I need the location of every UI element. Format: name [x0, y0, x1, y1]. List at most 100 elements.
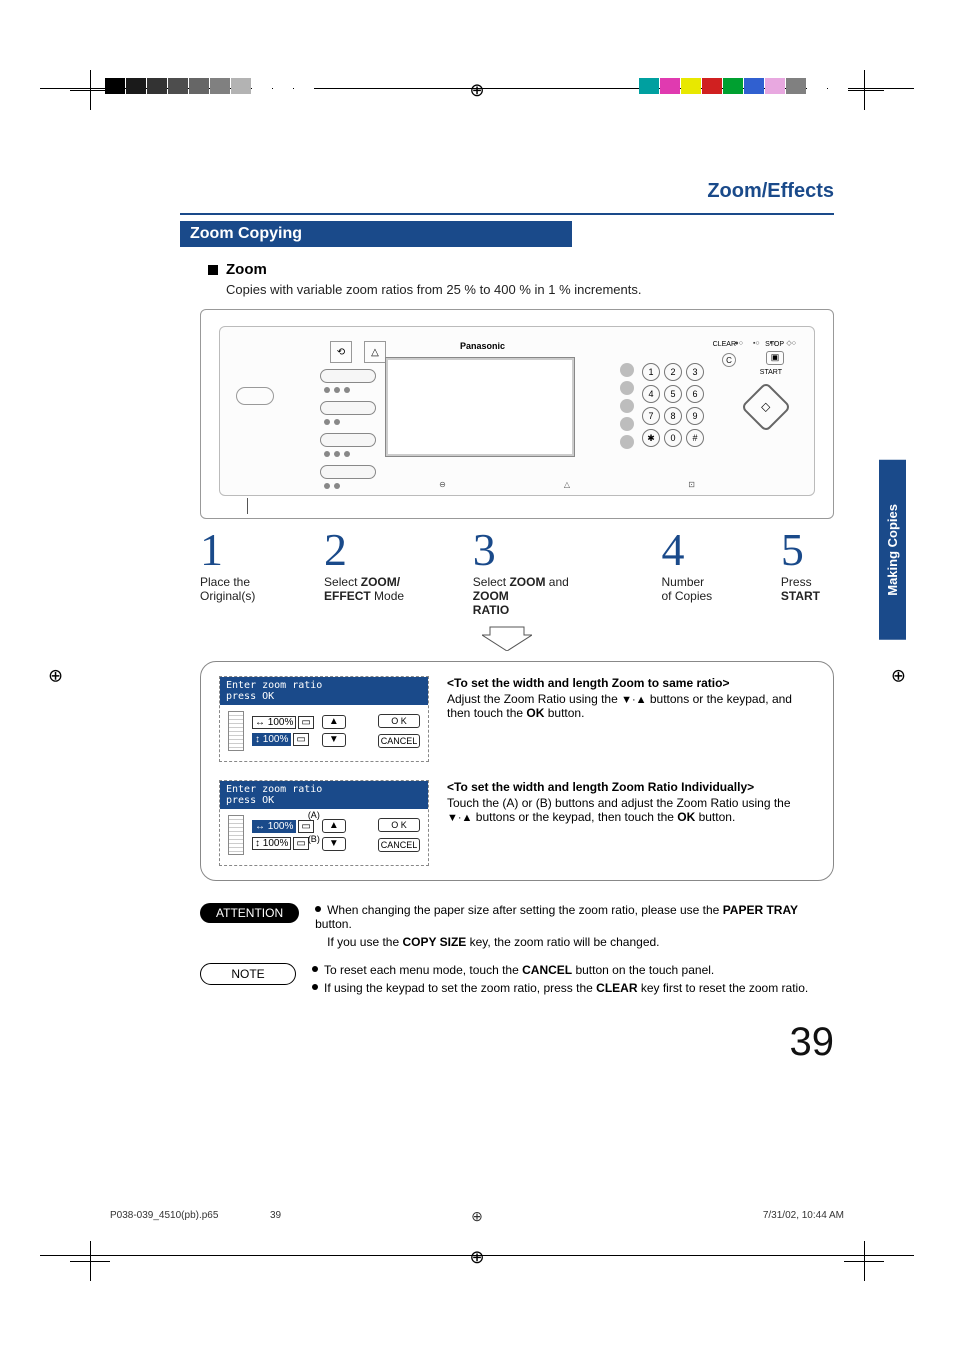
- spin-up: ▲: [322, 819, 346, 833]
- clear-label: CLEAR: [713, 341, 736, 348]
- bullet-icon: [315, 906, 321, 912]
- footer-time: 7/31/02, 10:44 AM: [763, 1210, 844, 1221]
- color-swatch: [786, 78, 806, 94]
- gray-swatch: [210, 78, 230, 94]
- registration-top: ⊕: [0, 78, 954, 106]
- attention-row: ATTENTION When changing the paper size a…: [200, 903, 834, 953]
- lcd-mock-individual: Enter zoom ratiopress OK (A) ↔ 100%▭ (B)…: [219, 780, 429, 866]
- subsection-title: Zoom: [226, 261, 267, 278]
- subsection-desc: Copies with variable zoom ratios from 25…: [226, 282, 834, 297]
- gray-swatch: [168, 78, 188, 94]
- print-footer: P038-039_4510(pb).p65 39 ⊕ 7/31/02, 10:4…: [110, 1210, 844, 1221]
- stop-button-icon: ▣: [766, 351, 784, 365]
- section-band: Zoom Copying: [180, 221, 572, 247]
- step-3: 3 Select ZOOM and ZOOMRATIO: [473, 527, 593, 617]
- keypad-key: #: [686, 429, 704, 447]
- keypad-key: 2: [664, 363, 682, 381]
- gray-swatch: [231, 78, 251, 94]
- color-swatch: [828, 78, 848, 94]
- color-swatch: [702, 78, 722, 94]
- start-label: START: [760, 369, 782, 376]
- device-keypad: 123 456 789 ✱0#: [642, 363, 704, 447]
- gray-swatch: [126, 78, 146, 94]
- keypad-key: 8: [664, 407, 682, 425]
- step-number: 5: [781, 527, 820, 573]
- page-title: Zoom/Effects: [180, 180, 834, 203]
- gray-swatch: [294, 78, 314, 94]
- label-b: (B): [308, 834, 320, 844]
- keypad-key: 3: [686, 363, 704, 381]
- step-number: 1: [200, 527, 255, 573]
- note-row: NOTE To reset each menu mode, touch the …: [200, 963, 834, 999]
- step-1: 1 Place theOriginal(s): [200, 527, 255, 617]
- attention-badge: ATTENTION: [200, 903, 299, 923]
- device-brand: Panasonic: [460, 341, 505, 351]
- leader-line: [247, 498, 248, 514]
- gray-swatch: [105, 78, 125, 94]
- detail-row-individual: Enter zoom ratiopress OK (A) ↔ 100%▭ (B)…: [219, 780, 815, 866]
- color-swatch: [765, 78, 785, 94]
- keypad-key: 0: [664, 429, 682, 447]
- keypad-key: 7: [642, 407, 660, 425]
- arrow-down-icon: [482, 625, 532, 651]
- label-a: (A): [308, 810, 320, 820]
- note-badge: NOTE: [200, 963, 296, 985]
- bullet-icon: [312, 984, 318, 990]
- ratio-h: ↔ 100%: [252, 716, 296, 729]
- step-4: 4 Numberof Copies: [661, 527, 712, 617]
- ok-button: O K: [378, 818, 420, 832]
- device-bottom-labels: ⊖△⊡: [380, 480, 754, 489]
- doc-icon: [228, 815, 244, 855]
- device-screen: [385, 357, 575, 457]
- registration-bottom: ⊕: [0, 1245, 954, 1273]
- keypad-key: 1: [642, 363, 660, 381]
- ratio-h: ↔ 100%: [252, 820, 296, 833]
- detail-text-individual: <To set the width and length Zoom Ratio …: [447, 780, 815, 824]
- keypad-key: 4: [642, 385, 660, 403]
- footer-file: P038-039_4510(pb).p65: [110, 1210, 218, 1221]
- callouts: ATTENTION When changing the paper size a…: [200, 903, 834, 999]
- keypad-key: 6: [686, 385, 704, 403]
- steps-row: 1 Place theOriginal(s) 2 Select ZOOM/EFF…: [200, 527, 820, 617]
- detail-text-same: <To set the width and length Zoom to sam…: [447, 676, 815, 720]
- device-slot: [236, 387, 274, 405]
- color-swatch: [681, 78, 701, 94]
- device-side-indicators: [620, 363, 634, 449]
- color-swatch: [807, 78, 827, 94]
- keypad-key: ✱: [642, 429, 660, 447]
- color-swatch: [744, 78, 764, 94]
- ratio-v: ↕ 100%: [252, 837, 291, 850]
- keypad-key: 9: [686, 407, 704, 425]
- start-button-icon: ◇: [741, 382, 792, 433]
- gray-swatch: [189, 78, 209, 94]
- spin-down: ▼: [322, 837, 346, 851]
- cancel-button: CANCEL: [378, 734, 420, 748]
- page-number: 39: [790, 1020, 835, 1065]
- gray-swatch: [147, 78, 167, 94]
- device-mode-column: [320, 369, 376, 497]
- device-status-row: ●○▪○▪○◇○: [734, 339, 796, 347]
- step-5: 5 PressSTART: [781, 527, 820, 617]
- side-tab: Making Copies: [879, 460, 906, 640]
- footer-page: 39: [270, 1210, 281, 1221]
- gray-swatch: [252, 78, 272, 94]
- clear-button-icon: C: [722, 353, 736, 367]
- doc-icon: [228, 711, 244, 751]
- color-swatch: [660, 78, 680, 94]
- step-number: 3: [473, 527, 593, 573]
- square-bullet-icon: [208, 265, 218, 275]
- cancel-button: CANCEL: [378, 838, 420, 852]
- device-illustration: ⟲△ Panasonic 123456789✱0# CLEAR STOP C ▣: [200, 309, 834, 519]
- subsection-header: Zoom: [208, 261, 834, 278]
- ok-button: O K: [378, 714, 420, 728]
- ratio-v: ↕ 100%: [252, 733, 291, 746]
- keypad-key: 5: [664, 385, 682, 403]
- lcd-mock-same: Enter zoom ratiopress OK ↔ 100%▭ ↕ 100%▭…: [219, 676, 429, 762]
- registration-side-icon: ⊕: [48, 665, 63, 686]
- title-rule: [180, 213, 834, 215]
- color-swatch: [639, 78, 659, 94]
- gray-swatch: [273, 78, 293, 94]
- spin-down: ▼: [322, 733, 346, 747]
- color-swatch: [723, 78, 743, 94]
- registration-center-icon: ⊕: [469, 1247, 484, 1268]
